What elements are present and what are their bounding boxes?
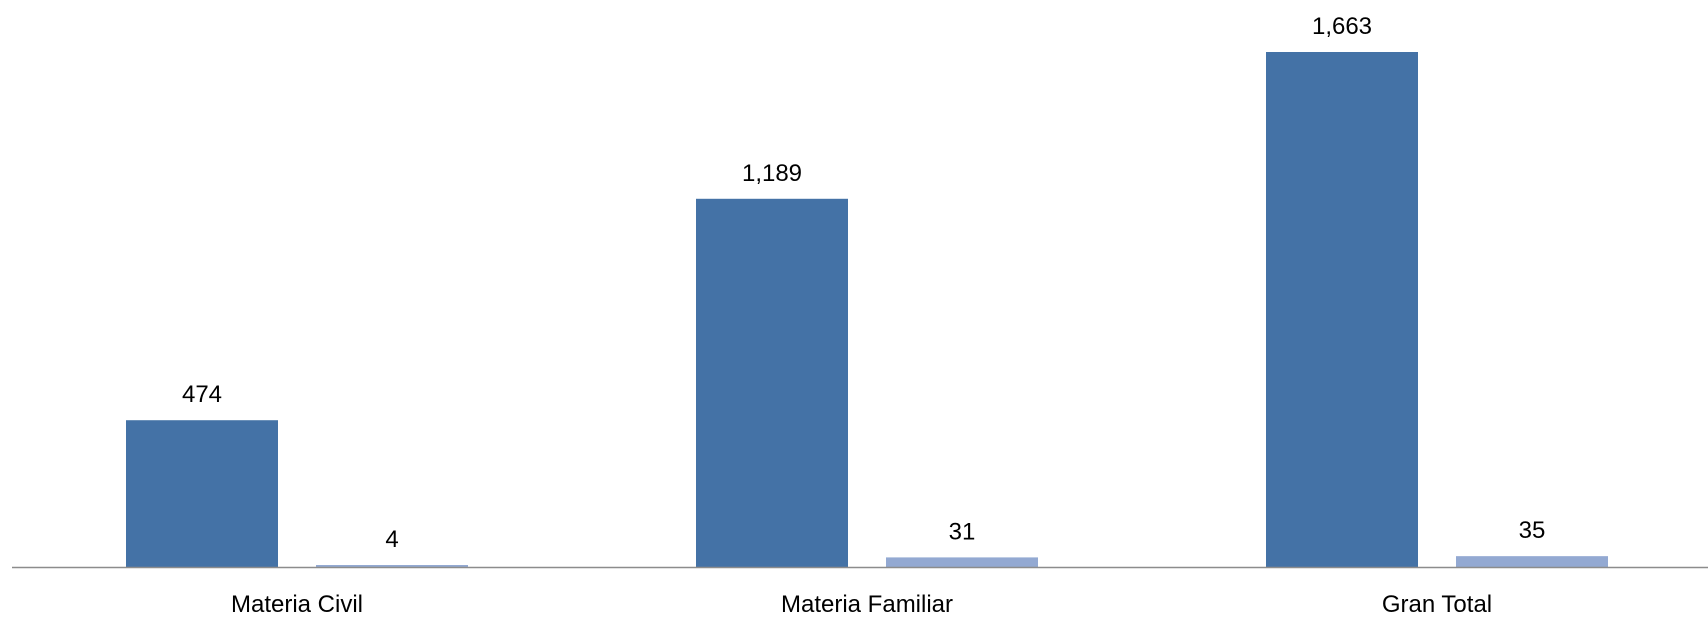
bar-materia-civil-series-2 — [316, 565, 468, 567]
category-label-gran-total: Gran Total — [1382, 591, 1492, 618]
bar-materia-civil-series-1 — [126, 420, 278, 567]
bar-gran-total-series-2 — [1456, 556, 1608, 567]
data-label-materia-familiar-series-2: 31 — [949, 518, 976, 545]
data-labels-group: 474 4 1,189 31 1,663 35 — [182, 13, 1545, 553]
category-labels-group: Materia Civil Materia Familiar Gran Total — [231, 591, 1492, 618]
data-label-materia-familiar-series-1: 1,189 — [742, 160, 802, 187]
data-label-materia-civil-series-2: 4 — [385, 526, 398, 553]
data-label-gran-total-series-2: 35 — [1519, 517, 1546, 544]
category-label-materia-civil: Materia Civil — [231, 591, 363, 618]
bars-group — [126, 52, 1608, 567]
bar-gran-total-series-1 — [1266, 52, 1418, 567]
data-label-materia-civil-series-1: 474 — [182, 381, 222, 408]
bar-materia-familiar-series-2 — [886, 557, 1038, 567]
data-label-gran-total-series-1: 1,663 — [1312, 13, 1372, 40]
bar-materia-familiar-series-1 — [696, 198, 848, 567]
category-label-materia-familiar: Materia Familiar — [781, 591, 953, 618]
